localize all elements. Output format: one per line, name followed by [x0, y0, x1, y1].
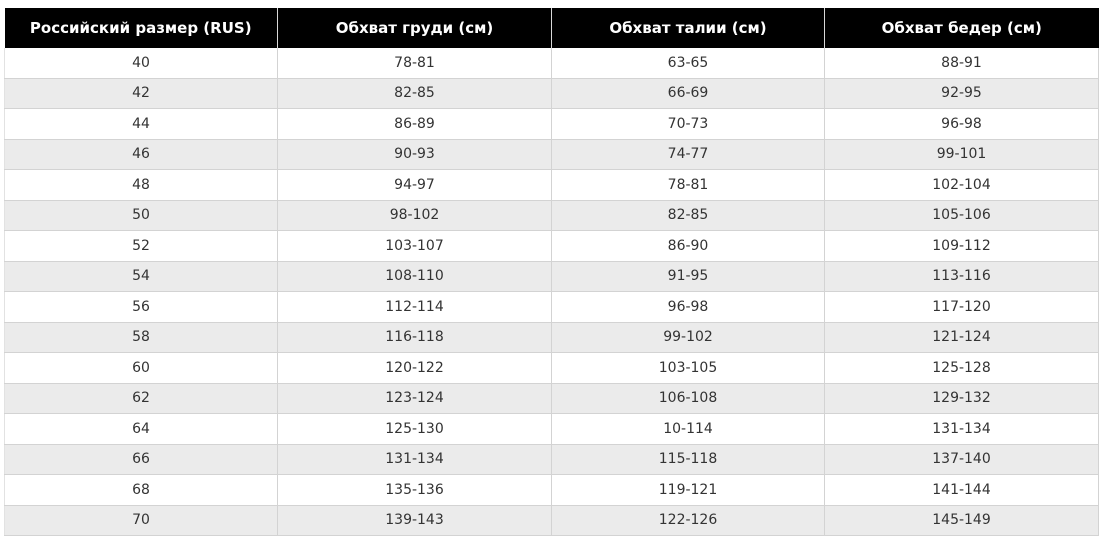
chest-cell: 131-134 [277, 444, 552, 475]
chest-cell: 86-89 [277, 108, 552, 140]
rus-size-cell: 52 [4, 230, 278, 262]
waist-cell: 91-95 [551, 261, 825, 292]
waist-cell: 99-102 [551, 322, 825, 353]
rus-size-cell: 46 [4, 139, 278, 170]
waist-cell: 66-69 [551, 78, 825, 109]
header-row: Российский размер (RUS) Обхват груди (см… [4, 8, 1099, 48]
rus-size-cell: 54 [4, 261, 278, 292]
chest-cell: 90-93 [277, 139, 552, 170]
header-cell-rus-size: Российский размер (RUS) [4, 8, 278, 48]
table-row: 50 98-102 82-85 105-106 [4, 200, 1099, 231]
hips-cell: 105-106 [824, 200, 1099, 231]
waist-cell: 119-121 [551, 474, 825, 506]
hips-cell: 102-104 [824, 169, 1099, 201]
chest-cell: 82-85 [277, 78, 552, 109]
hips-cell: 145-149 [824, 505, 1099, 536]
hips-cell: 88-91 [824, 48, 1099, 79]
hips-cell: 137-140 [824, 444, 1099, 475]
rus-size-cell: 40 [4, 48, 278, 79]
table-row: 54 108-110 91-95 113-116 [4, 261, 1099, 292]
rus-size-cell: 58 [4, 322, 278, 353]
hips-cell: 117-120 [824, 291, 1099, 323]
waist-cell: 106-108 [551, 383, 825, 414]
waist-cell: 115-118 [551, 444, 825, 475]
rus-size-cell: 66 [4, 444, 278, 475]
hips-cell: 121-124 [824, 322, 1099, 353]
table-row: 62 123-124 106-108 129-132 [4, 383, 1099, 414]
waist-cell: 103-105 [551, 352, 825, 384]
hips-cell: 92-95 [824, 78, 1099, 109]
chest-cell: 123-124 [277, 383, 552, 414]
chest-cell: 94-97 [277, 169, 552, 201]
size-table-header: Российский размер (RUS) Обхват груди (см… [4, 8, 1099, 48]
table-row: 42 82-85 66-69 92-95 [4, 78, 1099, 109]
table-row: 66 131-134 115-118 137-140 [4, 444, 1099, 475]
hips-cell: 141-144 [824, 474, 1099, 506]
chest-cell: 116-118 [277, 322, 552, 353]
table-row: 60 120-122 103-105 125-128 [4, 352, 1099, 384]
rus-size-cell: 62 [4, 383, 278, 414]
table-row: 44 86-89 70-73 96-98 [4, 108, 1099, 140]
rus-size-cell: 50 [4, 200, 278, 231]
waist-cell: 86-90 [551, 230, 825, 262]
rus-size-cell: 44 [4, 108, 278, 140]
size-table: Российский размер (RUS) Обхват груди (см… [4, 8, 1099, 536]
rus-size-cell: 48 [4, 169, 278, 201]
hips-cell: 113-116 [824, 261, 1099, 292]
waist-cell: 10-114 [551, 413, 825, 445]
chest-cell: 135-136 [277, 474, 552, 506]
rus-size-cell: 68 [4, 474, 278, 506]
hips-cell: 109-112 [824, 230, 1099, 262]
waist-cell: 96-98 [551, 291, 825, 323]
hips-cell: 99-101 [824, 139, 1099, 170]
chest-cell: 103-107 [277, 230, 552, 262]
header-cell-chest: Обхват груди (см) [277, 8, 552, 48]
waist-cell: 122-126 [551, 505, 825, 536]
waist-cell: 82-85 [551, 200, 825, 231]
chest-cell: 125-130 [277, 413, 552, 445]
rus-size-cell: 64 [4, 413, 278, 445]
chest-cell: 98-102 [277, 200, 552, 231]
table-row: 48 94-97 78-81 102-104 [4, 169, 1099, 201]
table-row: 68 135-136 119-121 141-144 [4, 474, 1099, 506]
table-row: 58 116-118 99-102 121-124 [4, 322, 1099, 353]
rus-size-cell: 70 [4, 505, 278, 536]
chest-cell: 139-143 [277, 505, 552, 536]
size-table-body: 40 78-81 63-65 88-91 42 82-85 66-69 92-95 44 86-8… [4, 48, 1099, 536]
header-cell-hips: Обхват бедер (см) [824, 8, 1099, 48]
waist-cell: 78-81 [551, 169, 825, 201]
rus-size-cell: 56 [4, 291, 278, 323]
hips-cell: 129-132 [824, 383, 1099, 414]
chest-cell: 78-81 [277, 48, 552, 79]
size-table-container: Российский размер (RUS) Обхват груди (см… [4, 8, 1099, 536]
table-row: 56 112-114 96-98 117-120 [4, 291, 1099, 323]
header-cell-waist: Обхват талии (см) [551, 8, 825, 48]
table-row: 52 103-107 86-90 109-112 [4, 230, 1099, 262]
table-row: 46 90-93 74-77 99-101 [4, 139, 1099, 170]
waist-cell: 70-73 [551, 108, 825, 140]
table-row: 40 78-81 63-65 88-91 [4, 48, 1099, 79]
waist-cell: 74-77 [551, 139, 825, 170]
hips-cell: 131-134 [824, 413, 1099, 445]
hips-cell: 125-128 [824, 352, 1099, 384]
chest-cell: 112-114 [277, 291, 552, 323]
chest-cell: 108-110 [277, 261, 552, 292]
hips-cell: 96-98 [824, 108, 1099, 140]
rus-size-cell: 42 [4, 78, 278, 109]
chest-cell: 120-122 [277, 352, 552, 384]
table-row: 70 139-143 122-126 145-149 [4, 505, 1099, 536]
waist-cell: 63-65 [551, 48, 825, 79]
table-row: 64 125-130 10-114 131-134 [4, 413, 1099, 445]
rus-size-cell: 60 [4, 352, 278, 384]
